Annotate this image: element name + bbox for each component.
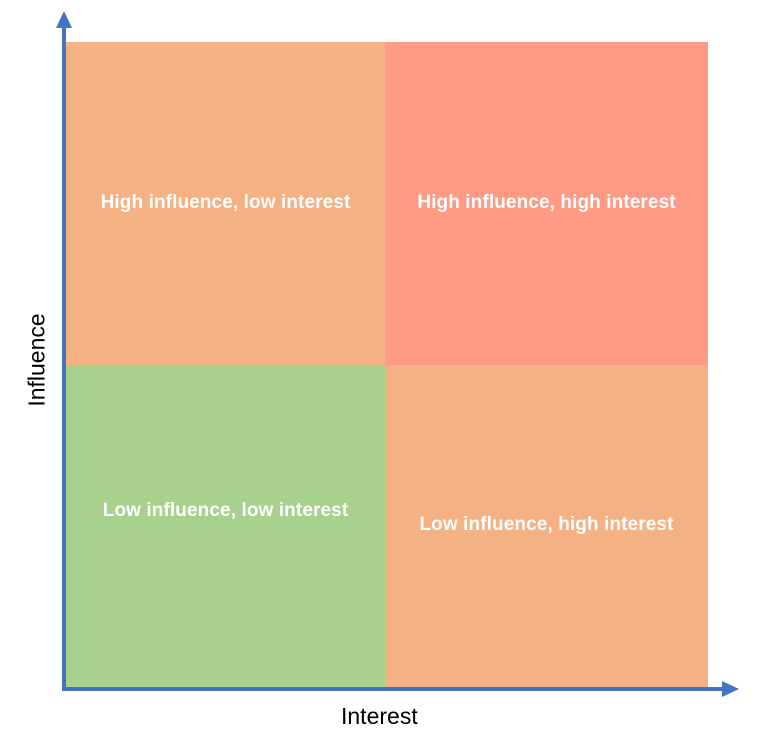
quadrant-label: High influence, high interest	[417, 192, 676, 213]
quadrant-label: High influence, low interest	[100, 192, 351, 213]
y-axis-arrowhead	[56, 11, 72, 28]
y-axis-label: Influence	[23, 313, 50, 407]
x-axis-arrowhead	[722, 681, 739, 697]
quadrant-high-influence-low-interest: High influence, low interest	[66, 42, 385, 365]
quadrant-label: Low influence, low interest	[102, 500, 349, 521]
x-axis-label: Interest	[341, 703, 418, 729]
quadrant-high-influence-high-interest: High influence, high interest	[385, 42, 708, 365]
quadrant-low-influence-low-interest: Low influence, low interest	[66, 365, 385, 688]
quadrant-label: Low influence, high interest	[419, 514, 674, 535]
quadrant-low-influence-high-interest: Low influence, high interest	[385, 365, 708, 688]
